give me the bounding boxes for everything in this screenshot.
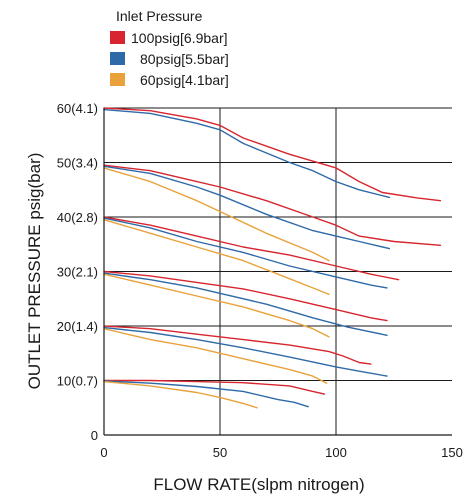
y-tick-label: 60(4.1) (57, 101, 98, 116)
y-tick-label: 10(0.7) (57, 374, 98, 389)
series-line-14 (103, 379, 326, 395)
y-tick-label: 20(1.4) (57, 319, 98, 334)
axes: 0 10(0.7) 20(1.4) 30(2.1) 40(2.8) 50(3.4) 60(4… (57, 101, 463, 460)
legend-swatch-60psig (110, 73, 125, 86)
legend-item-100psig: 100psig[6.9bar] (110, 27, 229, 48)
series-line-2 (103, 164, 442, 246)
series-line-4 (103, 167, 330, 262)
legend: Inlet Pressure 100psig[6.9bar] 80psig[5.… (110, 8, 229, 90)
series-line-5 (103, 216, 400, 281)
series-line-13 (103, 328, 328, 384)
x-tick-label: 50 (213, 445, 227, 460)
series-line-0 (103, 107, 442, 202)
series-line-7 (103, 219, 330, 296)
series-line-10 (103, 273, 330, 338)
legend-item-60psig: 60psig[4.1bar] (110, 69, 229, 90)
series-layer (103, 107, 442, 409)
y-tick-label: 40(2.8) (57, 210, 98, 225)
legend-label-80psig: 80psig[5.5bar] (140, 50, 229, 67)
series-line-1 (103, 108, 391, 199)
x-tick-label: 0 (100, 445, 107, 460)
series-line-6 (103, 217, 388, 289)
series-line-3 (103, 165, 391, 250)
series-line-9 (103, 272, 388, 336)
legend-swatch-80psig (110, 52, 125, 65)
x-tick-label: 150 (441, 445, 463, 460)
x-tick-label: 100 (325, 445, 347, 460)
y-tick-label: 0 (91, 428, 98, 443)
legend-label-60psig: 60psig[4.1bar] (140, 71, 229, 88)
legend-swatch-100psig (110, 31, 125, 44)
grid (104, 107, 452, 435)
y-tick-label: 30(2.1) (57, 265, 98, 280)
legend-title: Inlet Pressure (116, 8, 203, 24)
y-axis-label: OUTLET PRESSURE psig(bar) (25, 153, 44, 390)
x-axis-label: FLOW RATE(slpm nitrogen) (153, 475, 364, 494)
series-line-15 (103, 380, 309, 408)
series-line-12 (103, 326, 388, 377)
y-tick-label: 50(3.4) (57, 156, 98, 171)
series-line-11 (103, 325, 372, 365)
legend-item-80psig: 80psig[5.5bar] (110, 48, 229, 69)
series-line-16 (103, 380, 258, 409)
series-line-8 (103, 270, 388, 322)
legend-label-100psig: 100psig[6.9bar] (131, 29, 228, 46)
